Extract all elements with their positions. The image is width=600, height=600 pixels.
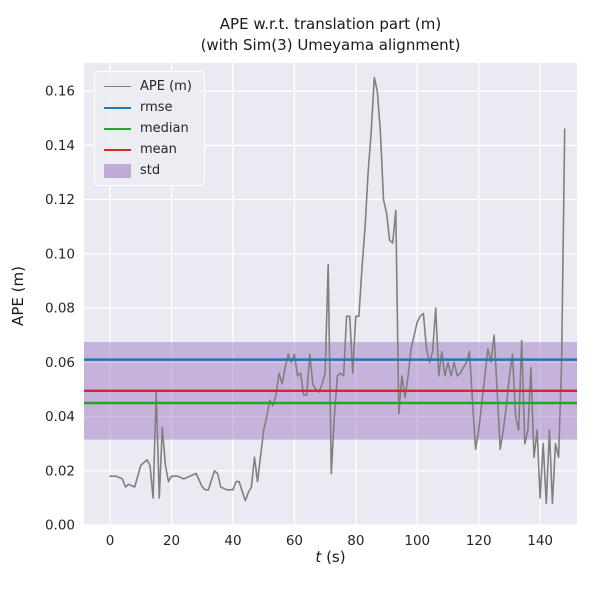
x-axis-label: t (s) [84,548,577,566]
y-tick-label: 0.04 [45,409,75,425]
legend-swatch-rmse-line [104,106,131,109]
x-tick-label: 80 [347,533,364,549]
legend-item-median: median [104,121,192,136]
x-tick-label: 0 [106,533,115,549]
legend-label: rmse [140,100,173,115]
y-tick-label: 0.00 [45,518,75,534]
y-tick-label: 0.14 [45,138,75,154]
legend-item-mean: mean [104,142,192,157]
legend-label: APE (m) [140,79,192,94]
legend-item-ape-m-: APE (m) [104,79,192,94]
y-tick-label: 0.08 [45,301,75,317]
y-tick-label: 0.16 [45,84,75,100]
x-tick-label: 40 [224,533,241,549]
legend-swatch-median-line [104,127,131,130]
y-tick-label: 0.06 [45,355,75,371]
x-tick-label: 20 [163,533,180,549]
legend-label: std [140,163,161,178]
legend-item-std: std [104,163,192,178]
legend-swatch-std-patch [104,163,131,178]
y-tick-label: 0.12 [45,192,75,208]
y-axis-label: APE (m) [9,266,27,326]
x-tick-label: 100 [404,533,430,549]
ape-series-line [109,76,566,505]
x-axis-label-variable: t [315,548,322,566]
chart-title-line2: (with Sim(3) Umeyama alignment) [200,36,461,54]
x-tick-label: 120 [466,533,492,549]
y-tick-label: 0.02 [45,463,75,479]
legend-swatch-mean-line [104,148,131,151]
x-axis-label-unit: (s) [321,548,346,566]
y-tick-label: 0.10 [45,246,75,262]
chart-title: APE w.r.t. translation part (m) (with Si… [84,14,577,56]
legend-label: mean [140,142,177,157]
chart-title-line1: APE w.r.t. translation part (m) [219,15,442,33]
x-tick-label: 60 [286,533,303,549]
legend: APE (m) rmse median mean std [94,71,205,186]
legend-label: median [140,121,189,136]
legend-swatch-ape-m--line [104,86,131,87]
legend-item-rmse: rmse [104,100,192,115]
x-tick-label: 140 [527,533,553,549]
